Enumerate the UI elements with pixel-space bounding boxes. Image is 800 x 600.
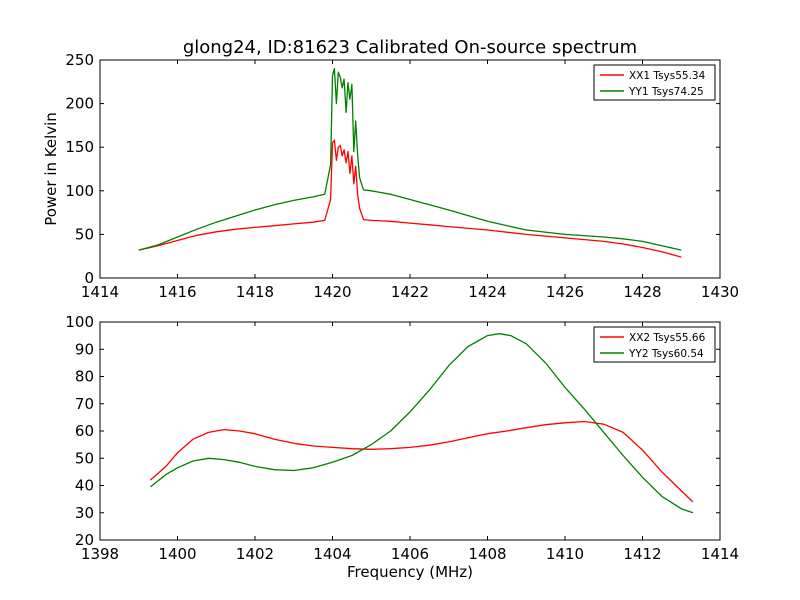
legend: XX1 Tsys55.34 YY1 Tsys74.25 (593, 64, 716, 101)
y-tick-label: 40 (75, 477, 94, 495)
x-tick-label: 1414 (701, 545, 739, 563)
x-tick-label: 1410 (546, 545, 584, 563)
legend-entry-label: YY1 Tsys74.25 (628, 86, 704, 98)
bottom-x-axis-label: Frequency (MHz) (347, 563, 473, 581)
x-tick-label: 1408 (468, 545, 506, 563)
series-line-2-1 (149, 420, 694, 503)
series-line-2-2 (149, 333, 694, 514)
legend-entry-label: XX2 Tsys55.66 (629, 332, 706, 344)
y-tick-label: 60 (75, 422, 94, 440)
y-tick-label: 80 (75, 368, 94, 386)
y-tick-label: 200 (65, 95, 94, 113)
y-tick-label: 100 (65, 313, 94, 331)
x-tick-label: 1416 (158, 283, 196, 301)
y-tick-label: 100 (65, 182, 94, 200)
y-tick-label: 50 (75, 225, 94, 243)
y-tick-label: 50 (75, 449, 94, 467)
x-tick-label: 1420 (313, 283, 351, 301)
x-tick-label: 1426 (546, 283, 584, 301)
legend-entry-label: YY2 Tsys60.54 (628, 348, 704, 360)
y-tick-label: 250 (65, 51, 94, 69)
bottom-plot: 1398 1400 1402 1404 1406 1408 1410 1412 1414 20 30… (65, 313, 739, 563)
y-tick-label: 30 (75, 504, 94, 522)
top-plot: 1414 1416 1418 1420 1422 1424 1426 1428 1430 0 50 1… (65, 51, 739, 301)
y-tick-label: 20 (75, 531, 94, 549)
x-tick-label: 1428 (623, 283, 661, 301)
x-tick-label: 1422 (391, 283, 429, 301)
y-tick-label: 0 (84, 269, 94, 287)
legend: XX2 Tsys55.66 YY2 Tsys60.54 (593, 326, 716, 363)
series-line-1-1 (138, 139, 682, 258)
legend-box (593, 64, 716, 101)
legend-entry-label: XX1 Tsys55.34 (629, 70, 706, 82)
y-tick-label: 70 (75, 395, 94, 413)
chart-title: glong24, ID:81623 Calibrated On-source s… (183, 37, 637, 58)
series-line-1-2 (138, 68, 682, 251)
x-tick-label: 1424 (468, 283, 506, 301)
x-tick-label: 1406 (391, 545, 429, 563)
y-tick-label: 90 (75, 340, 94, 358)
y-tick-label: 150 (65, 138, 94, 156)
x-tick-label: 1398 (81, 545, 119, 563)
x-tick-label: 1400 (158, 545, 196, 563)
x-tick-label: 1414 (81, 283, 119, 301)
x-tick-label: 1412 (623, 545, 661, 563)
x-tick-label: 1404 (313, 545, 351, 563)
x-tick-label: 1418 (236, 283, 274, 301)
x-tick-label: 1402 (236, 545, 274, 563)
top-y-axis-label: Power in Kelvin (42, 112, 60, 226)
legend-box (593, 326, 716, 363)
x-tick-label: 1430 (701, 283, 739, 301)
